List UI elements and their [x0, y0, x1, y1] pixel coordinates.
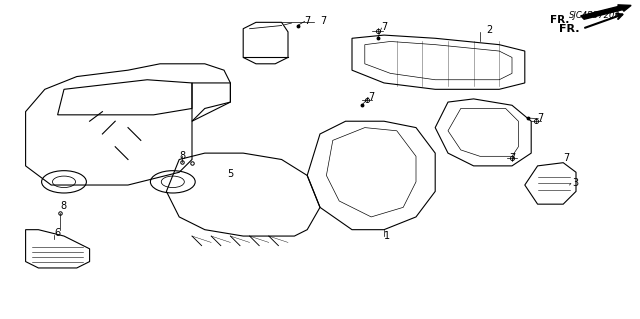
Text: FR.: FR. — [559, 24, 579, 34]
Text: 6: 6 — [54, 228, 61, 238]
Text: 3: 3 — [573, 178, 579, 189]
Text: 1: 1 — [384, 231, 390, 241]
Text: 7: 7 — [563, 153, 570, 163]
Text: 7: 7 — [320, 16, 326, 26]
Text: 7: 7 — [381, 22, 387, 32]
Text: 7: 7 — [304, 16, 310, 26]
Text: 2: 2 — [486, 25, 493, 35]
Text: 8: 8 — [61, 201, 67, 211]
Text: 7: 7 — [509, 153, 515, 163]
Text: FR.: FR. — [550, 15, 570, 25]
Text: 8: 8 — [179, 151, 186, 161]
FancyArrow shape — [580, 5, 631, 19]
Text: SJC4B3720A: SJC4B3720A — [569, 11, 621, 20]
Text: 7: 7 — [538, 113, 544, 123]
Text: 7: 7 — [368, 92, 374, 102]
Text: 5: 5 — [227, 169, 234, 179]
